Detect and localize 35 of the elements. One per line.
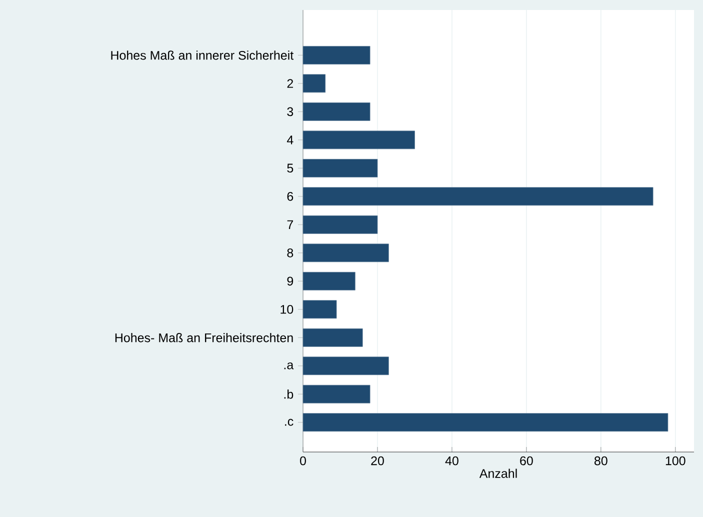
bar	[302, 328, 363, 347]
bar	[302, 215, 378, 234]
bar	[302, 272, 356, 290]
y-tick-label: .b	[284, 390, 294, 399]
y-tick-label: 9	[287, 276, 294, 286]
bar	[302, 384, 370, 404]
y-tick-label: 3	[287, 107, 294, 116]
bar	[302, 74, 326, 93]
y-tick-label: 2	[287, 79, 294, 88]
y-tick-label: 4	[286, 136, 294, 144]
bar	[302, 300, 337, 319]
y-tick-label: 8	[287, 248, 294, 258]
x-tick-label: 40	[445, 456, 458, 466]
x-tick-label: 20	[371, 456, 384, 466]
y-tick-label: 6	[287, 192, 294, 201]
y-tick-label: 7	[287, 220, 294, 229]
bar	[302, 413, 668, 432]
bar	[302, 102, 370, 121]
y-tick-label: Hohes Maß an innerer Sicherheit	[111, 50, 294, 60]
y-tick-label: .a	[284, 362, 294, 370]
bar	[302, 244, 389, 262]
x-tick-label: 60	[520, 456, 533, 466]
y-tick-label: 10	[280, 304, 294, 314]
bar	[302, 130, 415, 150]
x-tick-label: 100	[666, 456, 686, 466]
bar	[302, 356, 389, 376]
x-tick-label: 0	[300, 456, 306, 466]
y-tick-label: 5	[287, 164, 294, 173]
bar	[302, 158, 378, 178]
y-tick-label: Hohes- Maß an Freiheitsrechten	[115, 333, 293, 342]
x-axis-title: Anzahl	[479, 468, 517, 478]
y-tick-label: .c	[285, 418, 294, 426]
bar	[302, 187, 654, 206]
x-tick-label: 80	[594, 456, 608, 466]
bar	[302, 46, 370, 64]
